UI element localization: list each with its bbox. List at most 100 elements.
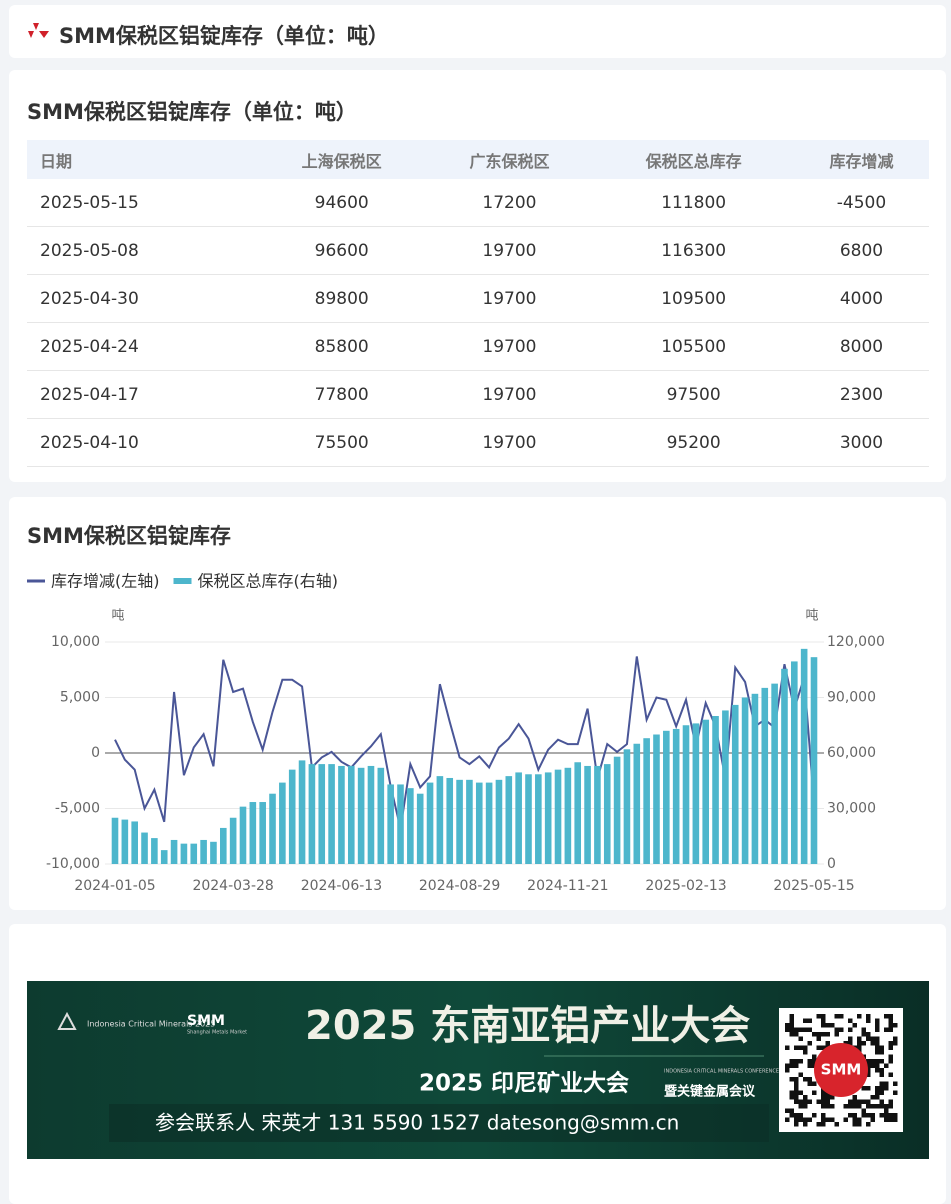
qr-cell [816,1032,821,1037]
bar [111,817,119,864]
qr-cell [852,1117,857,1122]
qr-cell [816,1122,821,1127]
qr-cell [888,1045,893,1050]
qr-cell [821,1099,826,1104]
bar [151,838,158,864]
table-cell: 6800 [793,226,929,275]
bar [800,648,808,864]
qr-cell [821,1018,826,1023]
qr-cell [875,1095,880,1100]
qr-cell [789,1063,794,1068]
y-tick-label: 0 [91,745,100,761]
qr-cell [821,1090,826,1095]
table-cell: 3000 [793,418,929,467]
bar [574,762,582,864]
qr-cell [807,1063,812,1068]
qr-cell [794,1095,799,1100]
bar [239,806,247,864]
qr-cell [875,1086,880,1091]
qr-cell [803,1018,808,1023]
bar [121,819,129,864]
qr-cell [821,1032,826,1037]
qr-cell [875,1018,880,1023]
banner[interactable]: Indonesia Critical Minerals 2025 SMM Sha… [9,924,946,1194]
qr-cell [866,1036,871,1041]
bar [613,756,621,864]
qr-cell [857,1099,862,1104]
qr-cell [884,1014,889,1019]
qr-cell [812,1032,817,1037]
qr-cell [848,1036,853,1041]
banner-subline-en: INDONESIA CRITICAL MINERALS CONFERENCE &… [664,1069,800,1075]
qr-cell [789,1023,794,1028]
bar [229,817,237,864]
qr-cell [807,1077,812,1082]
qr-cell [879,1086,884,1091]
qr-cell [861,1108,866,1113]
qr-cell [825,1023,830,1028]
banner-headline: 2025 东南亚铝产业大会 [305,1003,750,1049]
qr-cell [893,1023,898,1028]
banner-subline2: 暨关键金属会议 [664,1084,756,1100]
bar [791,661,798,864]
y-tick-label: 5,000 [60,690,100,706]
qr-cell [875,1068,880,1073]
header-card: SMM保税区铝锭库存（单位：吨） [9,5,946,58]
qr-cell [825,1041,830,1046]
qr-cell [834,1027,839,1032]
qr-cell [879,1104,884,1109]
qr-cell [821,1122,826,1127]
qr-cell [785,1045,790,1050]
bar [603,764,611,864]
qr-cell [884,1027,889,1032]
table-cell: 2025-04-10 [27,418,258,467]
qr-cell [794,1059,799,1064]
qr-cell [794,1027,799,1032]
qr-cell [803,1095,808,1100]
qr-cell [866,1063,871,1068]
x-tick-label: 2024-01-05 [74,878,155,894]
banner-contact: 参会联系人 宋英才 131 5590 1527 datesong@smm.cn [155,1111,679,1135]
chart: SMM保税区铝锭库存 -10,000 -5,000 0 5,000 10,000 0 30,… [27,524,885,894]
qr-center [814,1043,868,1097]
bar [367,765,375,864]
qr-cell [803,1050,808,1055]
qr-cell [830,1095,835,1100]
qr-cell [812,1090,817,1095]
bar [466,779,473,864]
qr-cell [875,1050,880,1055]
qr-cell [866,1104,871,1109]
qr-cell [852,1095,857,1100]
qr-cell [866,1113,871,1118]
bar [288,769,296,864]
qr-cell [866,1068,871,1073]
qr-text: SMM [821,1061,862,1079]
qr-cell [888,1117,893,1122]
qr-cell [839,1027,844,1032]
banner-logo [57,1011,77,1030]
bar [377,767,385,864]
qr-cell [789,1095,794,1100]
y2-tick-label: 60,000 [827,745,876,761]
qr-cell [798,1099,803,1104]
qr-cell [785,1063,790,1068]
qr-cell [794,1099,799,1104]
legend-swatch [173,578,192,584]
bar [525,774,532,864]
qr-cell [870,1095,875,1100]
qr-cell [852,1122,857,1127]
qr-cell [825,1117,830,1122]
table-cell: 77800 [257,370,426,419]
bar [219,827,227,864]
qr-cell [789,1059,794,1064]
bar [357,767,365,864]
table-cell: 75500 [257,418,426,467]
qr-cell [785,1117,790,1122]
bar [269,793,276,864]
qr-cell [794,1122,799,1127]
qr-cell [821,1095,826,1100]
bar [741,697,749,864]
table-row: 2025-05-08 96600 19700 116300 6800 [27,226,929,275]
bar [564,767,572,864]
